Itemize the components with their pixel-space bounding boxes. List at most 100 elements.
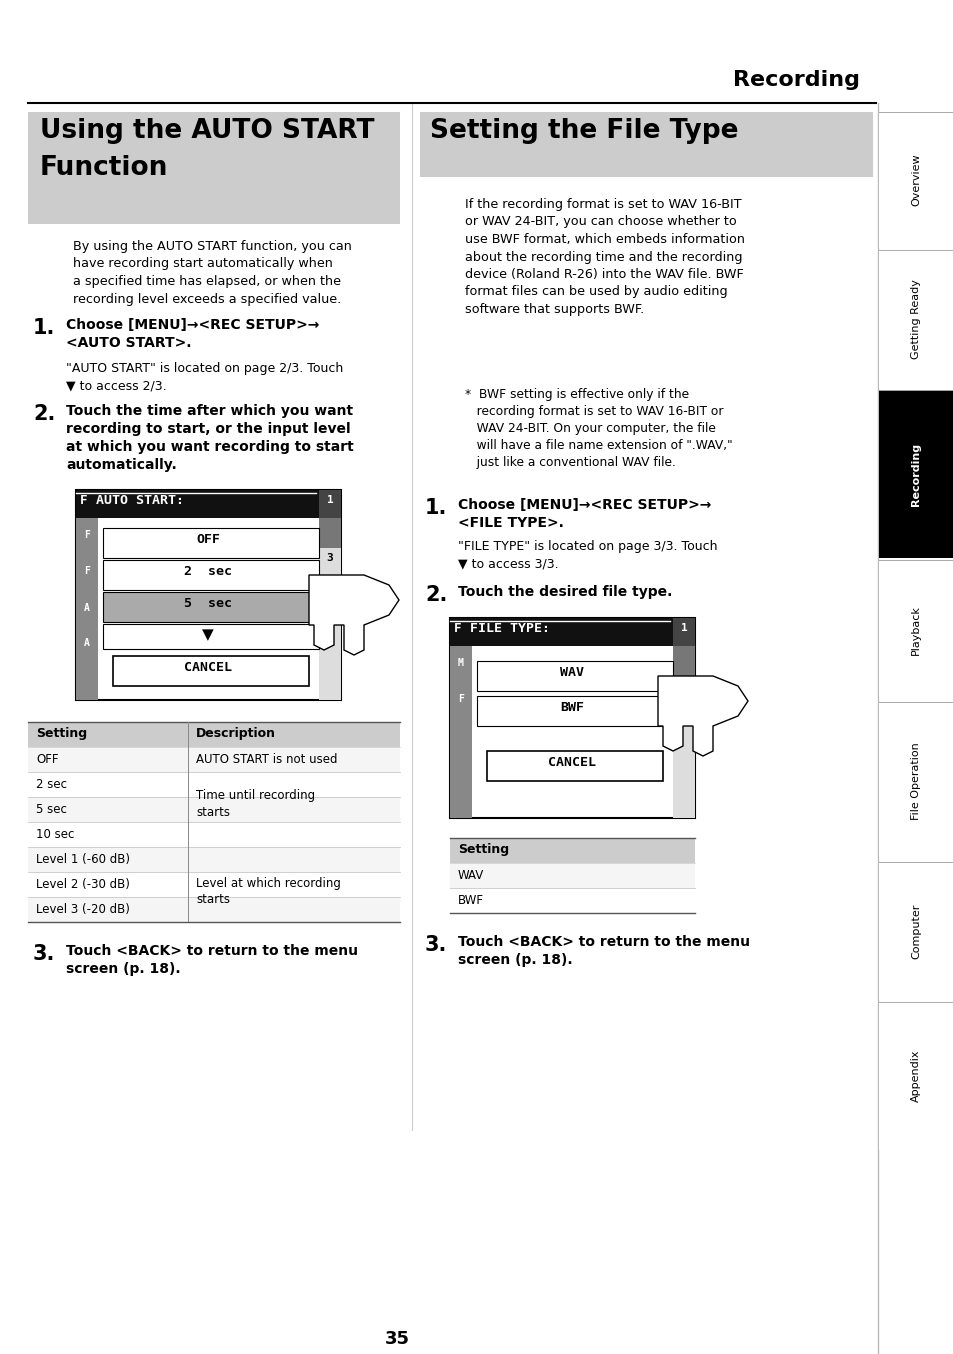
Text: A: A bbox=[84, 603, 90, 613]
Text: Function: Function bbox=[40, 154, 168, 181]
Text: WAV: WAV bbox=[559, 666, 583, 678]
Text: F: F bbox=[84, 529, 90, 540]
Bar bbox=[103, 528, 318, 558]
Text: Setting: Setting bbox=[457, 844, 509, 856]
Bar bbox=[878, 390, 952, 558]
Bar bbox=[450, 617, 695, 818]
Text: Appendix: Appendix bbox=[910, 1049, 920, 1102]
Bar bbox=[28, 112, 399, 223]
Text: Level 3 (-20 dB): Level 3 (-20 dB) bbox=[36, 903, 130, 917]
Text: 2.: 2. bbox=[33, 403, 55, 424]
Text: 5  sec: 5 sec bbox=[184, 597, 232, 611]
Text: Playback: Playback bbox=[910, 605, 920, 655]
Text: Setting the File Type: Setting the File Type bbox=[430, 118, 738, 144]
Bar bbox=[318, 490, 340, 519]
Text: 1: 1 bbox=[679, 623, 687, 634]
Text: *  BWF setting is effective only if the
   recording format is set to WAV 16-BIT: * BWF setting is effective only if the r… bbox=[464, 389, 732, 468]
Bar bbox=[450, 617, 695, 646]
Bar bbox=[878, 1002, 952, 1150]
Bar bbox=[103, 592, 318, 621]
Bar bbox=[28, 848, 399, 872]
Text: 1: 1 bbox=[326, 496, 333, 505]
Text: AUTO START:: AUTO START: bbox=[96, 494, 184, 506]
Bar bbox=[76, 490, 340, 519]
Text: WAV: WAV bbox=[457, 869, 484, 881]
Bar bbox=[318, 519, 340, 548]
Bar bbox=[476, 696, 672, 726]
Bar bbox=[28, 896, 399, 922]
Text: Using the AUTO START: Using the AUTO START bbox=[40, 118, 375, 144]
Text: 2  sec: 2 sec bbox=[184, 565, 232, 578]
Text: 1.: 1. bbox=[424, 498, 447, 519]
Text: Touch <BACK> to return to the menu
screen (p. 18).: Touch <BACK> to return to the menu scree… bbox=[457, 936, 749, 967]
Text: 3: 3 bbox=[679, 681, 687, 691]
Text: 3: 3 bbox=[326, 552, 333, 563]
Text: FILE TYPE:: FILE TYPE: bbox=[470, 621, 550, 635]
Bar bbox=[76, 519, 98, 700]
Text: Touch the time after which you want
recording to start, or the input level
at wh: Touch the time after which you want reco… bbox=[66, 403, 354, 471]
Text: OFF: OFF bbox=[36, 753, 58, 766]
Bar bbox=[450, 838, 695, 862]
Text: Level 1 (-60 dB): Level 1 (-60 dB) bbox=[36, 853, 130, 867]
Bar bbox=[28, 872, 399, 896]
Bar bbox=[112, 655, 309, 686]
Text: AUTO START is not used: AUTO START is not used bbox=[195, 753, 337, 766]
Bar bbox=[878, 561, 952, 700]
Bar bbox=[103, 561, 318, 590]
Bar bbox=[76, 490, 340, 700]
Bar bbox=[878, 701, 952, 860]
Bar bbox=[450, 888, 695, 913]
Text: Overview: Overview bbox=[910, 154, 920, 206]
Bar bbox=[103, 624, 318, 649]
Bar bbox=[28, 747, 399, 772]
Text: 10 sec: 10 sec bbox=[36, 829, 74, 841]
Bar bbox=[419, 112, 872, 177]
Bar bbox=[28, 822, 399, 848]
Text: 3.: 3. bbox=[33, 944, 55, 964]
Text: "AUTO START" is located on page 2/3. Touch
▼ to access 2/3.: "AUTO START" is located on page 2/3. Tou… bbox=[66, 362, 343, 393]
Text: Setting: Setting bbox=[36, 727, 87, 741]
Polygon shape bbox=[658, 676, 747, 756]
Bar bbox=[672, 646, 695, 818]
Text: 3.: 3. bbox=[424, 936, 447, 955]
Text: File Operation: File Operation bbox=[910, 742, 920, 821]
Text: "FILE TYPE" is located on page 3/3. Touch
▼ to access 3/3.: "FILE TYPE" is located on page 3/3. Touc… bbox=[457, 540, 717, 570]
Text: CANCEL: CANCEL bbox=[184, 661, 232, 674]
Text: CANCEL: CANCEL bbox=[547, 756, 596, 769]
Bar bbox=[28, 772, 399, 798]
Polygon shape bbox=[309, 575, 398, 655]
Text: F: F bbox=[84, 566, 90, 575]
Text: Computer: Computer bbox=[910, 903, 920, 959]
Text: Recording: Recording bbox=[910, 443, 920, 505]
Text: By using the AUTO START function, you can
have recording start automatically whe: By using the AUTO START function, you ca… bbox=[73, 240, 352, 306]
Bar bbox=[28, 798, 399, 822]
Text: 35: 35 bbox=[384, 1330, 409, 1349]
Text: BWF: BWF bbox=[457, 894, 483, 907]
Text: A: A bbox=[84, 638, 90, 649]
Text: Choose [MENU]→<REC SETUP>→
<FILE TYPE>.: Choose [MENU]→<REC SETUP>→ <FILE TYPE>. bbox=[457, 498, 711, 529]
Text: Time until recording
starts: Time until recording starts bbox=[195, 789, 314, 819]
Bar bbox=[476, 661, 672, 691]
Text: 1.: 1. bbox=[33, 318, 55, 338]
Text: F: F bbox=[80, 494, 88, 506]
Bar bbox=[450, 862, 695, 888]
Text: 5 sec: 5 sec bbox=[36, 803, 67, 816]
Text: 2.: 2. bbox=[424, 585, 447, 605]
Bar bbox=[486, 751, 662, 781]
Text: Level 2 (-30 dB): Level 2 (-30 dB) bbox=[36, 877, 130, 891]
Bar bbox=[318, 519, 340, 700]
Text: F: F bbox=[457, 695, 463, 704]
Text: ▼: ▼ bbox=[202, 627, 213, 642]
Bar bbox=[450, 646, 472, 818]
Text: Recording: Recording bbox=[732, 70, 859, 89]
Text: Getting Ready: Getting Ready bbox=[910, 279, 920, 359]
Bar bbox=[877, 0, 953, 1354]
Bar bbox=[672, 617, 695, 646]
Text: Level at which recording
starts: Level at which recording starts bbox=[195, 876, 340, 906]
Text: Touch <BACK> to return to the menu
screen (p. 18).: Touch <BACK> to return to the menu scree… bbox=[66, 944, 357, 976]
Bar bbox=[878, 862, 952, 1001]
Text: 2 sec: 2 sec bbox=[36, 779, 67, 791]
Bar bbox=[878, 250, 952, 389]
Text: If the recording format is set to WAV 16-BIT
or WAV 24-BIT, you can choose wheth: If the recording format is set to WAV 16… bbox=[464, 198, 744, 315]
Text: Description: Description bbox=[195, 727, 275, 741]
